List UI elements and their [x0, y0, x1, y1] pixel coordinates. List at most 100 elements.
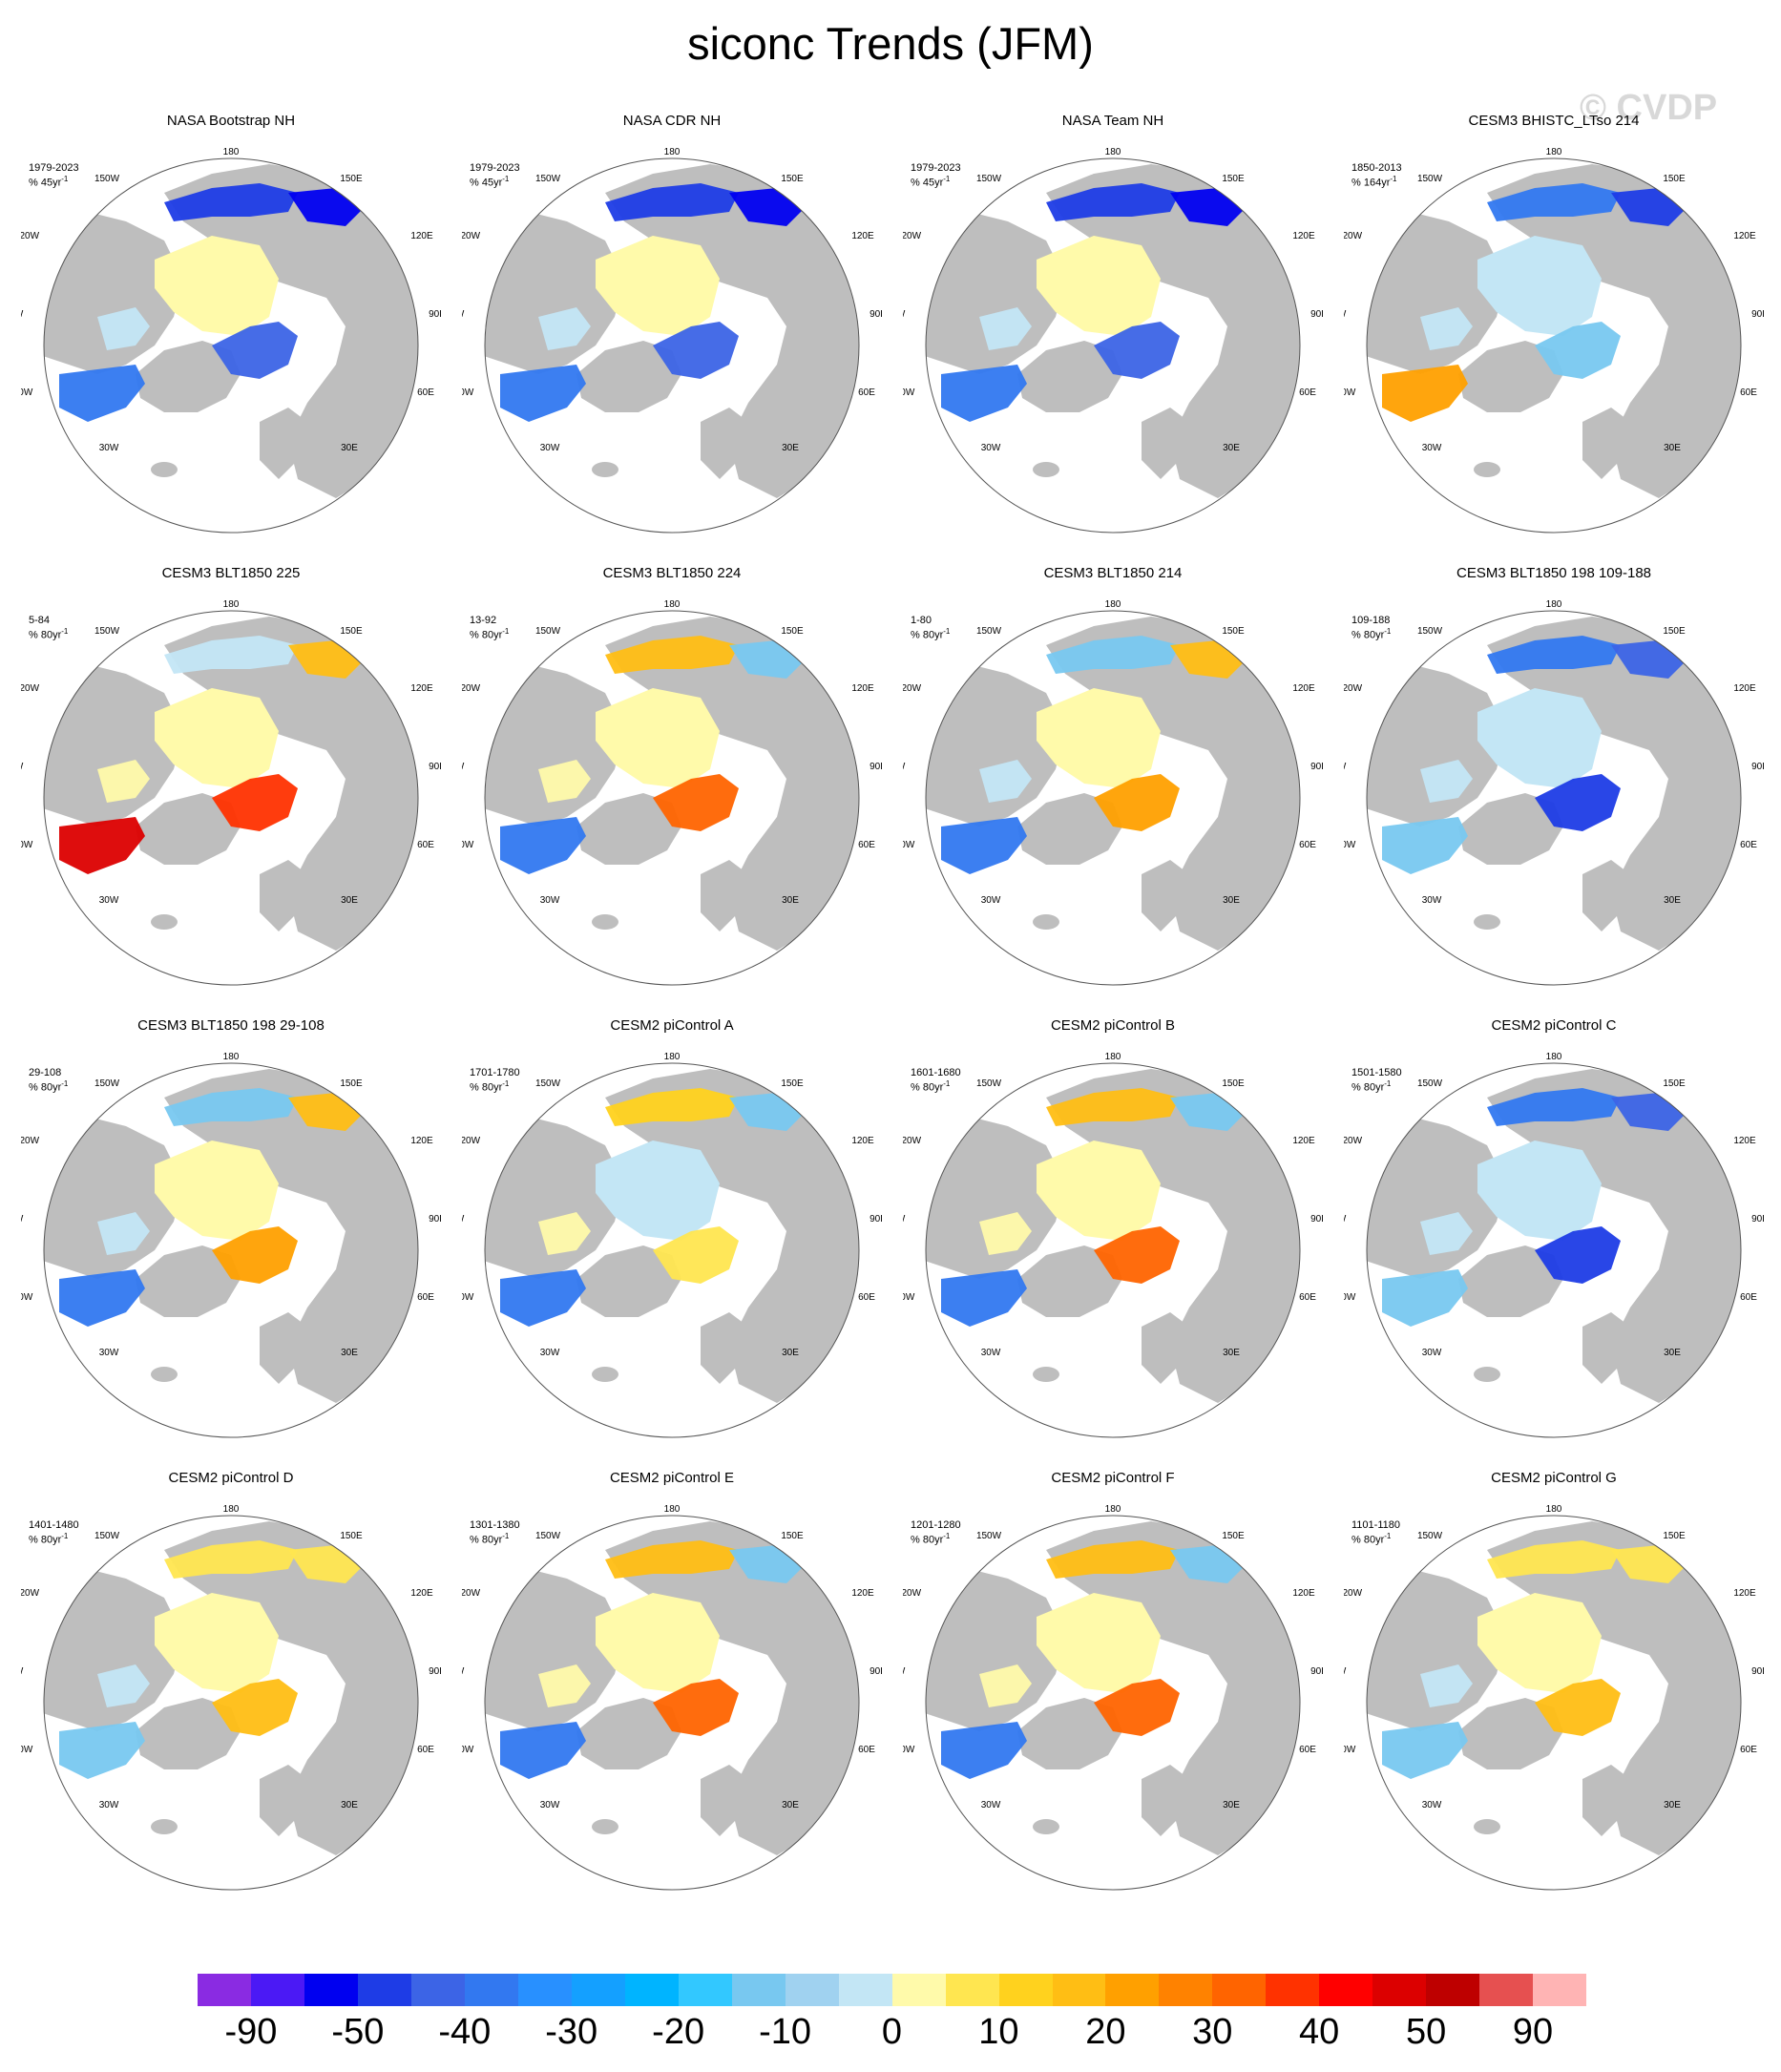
lon-label: 90W [1344, 1214, 1347, 1224]
lon-label: 150E [781, 626, 804, 637]
lon-label: 30E [1223, 1348, 1240, 1358]
north-america-land [1367, 1117, 1506, 1279]
lon-label: 60E [1299, 1745, 1316, 1755]
lon-label: 30W [99, 1800, 119, 1810]
figure-title: siconc Trends (JFM) [687, 18, 1094, 69]
colorbar-label: -20 [652, 2012, 705, 2052]
greenland-land [1458, 1245, 1563, 1317]
panel-units: % 80yr-1 [29, 1532, 69, 1546]
labrador-ice [59, 365, 145, 422]
panel-units: % 80yr-1 [1351, 1532, 1392, 1546]
lon-label: 60W [903, 1292, 915, 1303]
colorbar-label: 40 [1299, 2012, 1340, 2052]
lon-label: 150E [340, 1078, 363, 1089]
lon-label: 150W [535, 174, 561, 184]
lon-label: 150E [340, 626, 363, 637]
lon-label: 90E [870, 1214, 882, 1224]
panel-period: 1979-2023 [29, 162, 79, 174]
lon-label: 90W [1344, 1666, 1347, 1677]
panel-title: CESM3 BLT1850 198 29-108 [137, 1017, 325, 1034]
lon-label: 60E [1299, 387, 1316, 398]
greenland-land [1017, 1245, 1122, 1317]
colorbar-swatch [304, 1974, 358, 2006]
colorbar-label: -40 [438, 2012, 492, 2052]
lon-label: 30W [99, 443, 119, 453]
lon-label: 60W [21, 1292, 33, 1303]
iceland-land [1033, 462, 1059, 477]
lon-label: 30W [99, 895, 119, 906]
lon-label: 120E [1733, 1136, 1756, 1146]
lon-label: 30W [1422, 1800, 1442, 1810]
north-america-land [44, 1569, 183, 1731]
lon-label: 180 [1546, 147, 1562, 157]
panel-units: % 80yr-1 [29, 1079, 69, 1094]
lon-label: 60W [21, 1745, 33, 1755]
lon-label: 30W [981, 895, 1001, 906]
lon-label: 90W [21, 762, 24, 772]
baffin-ice [979, 1212, 1032, 1255]
colorbar-swatch [1212, 1974, 1267, 2006]
lon-label: 120W [21, 1136, 40, 1146]
scandinavia-land [1582, 1312, 1630, 1384]
north-america-land [44, 664, 183, 827]
lon-label: 150E [1222, 626, 1245, 637]
map-border [484, 610, 860, 986]
lon-label: 120W [462, 231, 481, 241]
lon-label: 120E [851, 683, 874, 694]
lon-label: 120E [851, 1588, 874, 1599]
lon-label: 90E [870, 762, 882, 772]
panel-period: 29-108 [29, 1067, 62, 1078]
lon-label: 120E [1292, 1136, 1315, 1146]
lon-label: 90W [1344, 762, 1347, 772]
barents-ice [653, 1226, 739, 1284]
lon-label: 90E [1751, 309, 1764, 320]
baffin-ice [97, 307, 150, 350]
central-arctic-ice [596, 1141, 720, 1241]
iceland-land [592, 462, 618, 477]
lon-label: 30E [782, 1800, 799, 1810]
lon-label: 60E [858, 1745, 875, 1755]
lon-label: 120W [1344, 1136, 1363, 1146]
bering-okhotsk-ice [1487, 183, 1621, 221]
labrador-ice [59, 817, 145, 874]
colorbar-swatch [731, 1974, 786, 2006]
lon-label: 120W [1344, 683, 1363, 694]
panel-title: CESM2 piControl F [1051, 1470, 1175, 1486]
lon-label: 30E [1664, 895, 1681, 906]
polar-map: 1800150W150E120W120E90W90E60W60E30W30E [21, 147, 441, 534]
panel-title: CESM2 piControl G [1491, 1470, 1617, 1486]
polar-map: 1800150W150E120W120E90W90E60W60E30W30E [1344, 147, 1764, 534]
lon-label: 120W [21, 683, 40, 694]
panel-units: % 80yr-1 [470, 1532, 510, 1546]
central-arctic-ice [1037, 688, 1161, 788]
baffin-ice [538, 1212, 591, 1255]
lon-label: 60E [1740, 387, 1757, 398]
bering-okhotsk-ice [605, 1540, 739, 1579]
lon-label: 30E [1223, 443, 1240, 453]
map-border [925, 157, 1301, 534]
north-america-land [44, 212, 183, 374]
lon-label: 120W [903, 683, 922, 694]
panel-period: 109-188 [1351, 615, 1391, 626]
map-panel: CESM3 BLT1850 198 109-188 109-188% 80yr-1… [1344, 565, 1764, 1004]
lon-label: 150W [535, 1531, 561, 1541]
lon-label: 150E [781, 1078, 804, 1089]
map-border [484, 157, 860, 534]
north-america-land [926, 1569, 1065, 1731]
bering-okhotsk-ice [1487, 1088, 1621, 1126]
baffin-ice [1420, 1664, 1473, 1707]
greenland-land [136, 1698, 241, 1769]
lon-label: 60E [858, 840, 875, 850]
panel-period: 1601-1680 [911, 1067, 961, 1078]
bering-okhotsk-ice [1046, 1088, 1180, 1126]
panel-units: % 80yr-1 [1351, 1079, 1392, 1094]
polar-map: 1800150W150E120W120E90W90E60W60E30W30E [1344, 1052, 1764, 1438]
colorbar-swatch [571, 1974, 625, 2006]
lon-label: 90E [1310, 1666, 1323, 1677]
bering-okhotsk-ice [164, 1540, 298, 1579]
scandinavia-land [260, 408, 307, 479]
baffin-ice [1420, 1212, 1473, 1255]
